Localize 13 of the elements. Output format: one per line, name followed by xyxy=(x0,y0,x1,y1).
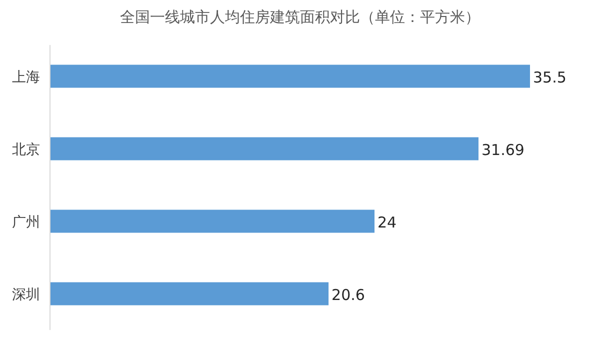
data-label: 24 xyxy=(378,213,397,232)
data-label: 31.69 xyxy=(481,140,524,159)
bar xyxy=(50,282,329,306)
data-label: 35.5 xyxy=(533,68,566,86)
bar xyxy=(50,137,478,160)
y-tick-label: 上海 xyxy=(12,69,40,86)
y-tick-label: 北京 xyxy=(12,142,40,158)
data-label: 20.6 xyxy=(332,286,365,304)
chart-title: 全国一线城市人均住房建筑面积对比（单位：平方米） xyxy=(120,8,480,26)
y-tick-label: 广州 xyxy=(12,214,40,230)
bar xyxy=(50,210,375,233)
bar xyxy=(50,64,530,88)
y-tick-label: 深圳 xyxy=(12,286,40,303)
